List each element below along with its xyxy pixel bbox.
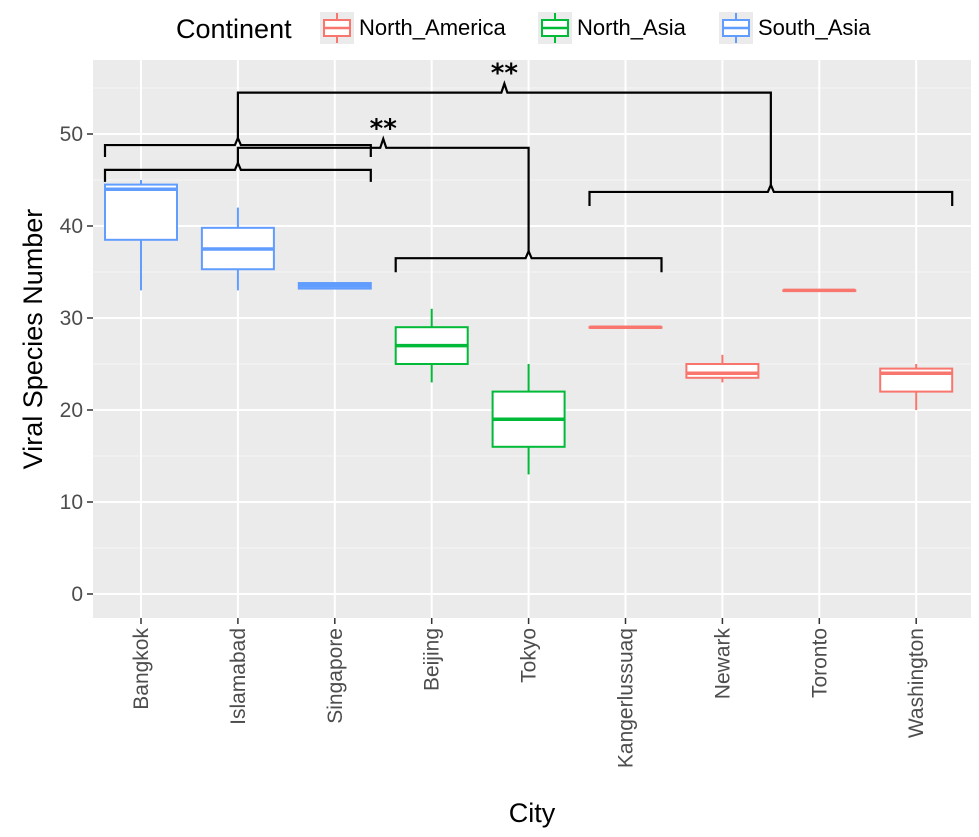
plot-panel (93, 60, 971, 618)
box-bangkok (104, 180, 178, 291)
y-tick-label: 40 (60, 215, 83, 238)
x-axis-title: City (509, 798, 556, 828)
y-axis-title: Viral Species Number (18, 209, 48, 470)
significance-label: ** (370, 114, 398, 144)
y-tick-label: 10 (60, 491, 83, 514)
box-beijing (394, 308, 469, 383)
x-tick-label-toronto: Toronto (808, 628, 831, 698)
box-singapore (297, 282, 372, 290)
y-tick-label: 30 (60, 307, 83, 330)
x-tick-label-beijing: Beijing (421, 628, 444, 691)
significance-annotations: ** ** (103, 59, 954, 273)
box-toronto (782, 288, 857, 293)
x-tick-label-washington: Washington (905, 628, 928, 738)
box-islamabad (200, 207, 275, 291)
y-tick-label: 50 (60, 123, 83, 146)
significance-1: ** (103, 114, 663, 273)
legend-label: South_Asia (758, 15, 871, 40)
box-washington (879, 364, 954, 410)
x-tick-label-newark: Newark (711, 628, 734, 700)
x-tick-label-tokyo: Tokyo (518, 628, 541, 683)
legend-entry-south-asia: South_Asia (719, 12, 871, 44)
boxes (104, 180, 954, 475)
legend-entry-north-america: North_America (320, 12, 506, 44)
x-tick-label-kangerlussuaq: Kangerlussuaq (615, 628, 638, 768)
legend-title: Continent (176, 14, 292, 44)
bracket-connector (236, 80, 772, 185)
box-tokyo (491, 364, 566, 475)
y-tick-label: 0 (71, 583, 83, 606)
bracket-connector (236, 135, 530, 252)
x-tick-label-islamabad: Islamabad (227, 628, 250, 725)
box-kangerlussuaq (588, 325, 663, 329)
legend-entry-north-asia: North_Asia (538, 12, 687, 44)
y-axis: 0 10 20 30 40 50 (60, 123, 93, 606)
legend-label: North_America (359, 15, 506, 40)
grid (93, 60, 971, 618)
significance-2: ** (103, 59, 954, 206)
significance-label: ** (491, 59, 519, 89)
legend: Continent North_America North_Asia South_A… (176, 12, 871, 44)
y-tick-label: 20 (60, 399, 83, 422)
legend-label: North_Asia (577, 15, 687, 40)
box-newark (685, 354, 760, 383)
box-iqr (104, 183, 178, 241)
x-tick-label-bangkok: Bangkok (130, 628, 153, 710)
box-iqr (685, 363, 760, 379)
x-axis: Bangkok Islamabad Singapore Beijing Tokyo Kan… (130, 618, 928, 768)
x-tick-label-singapore: Singapore (324, 628, 347, 724)
